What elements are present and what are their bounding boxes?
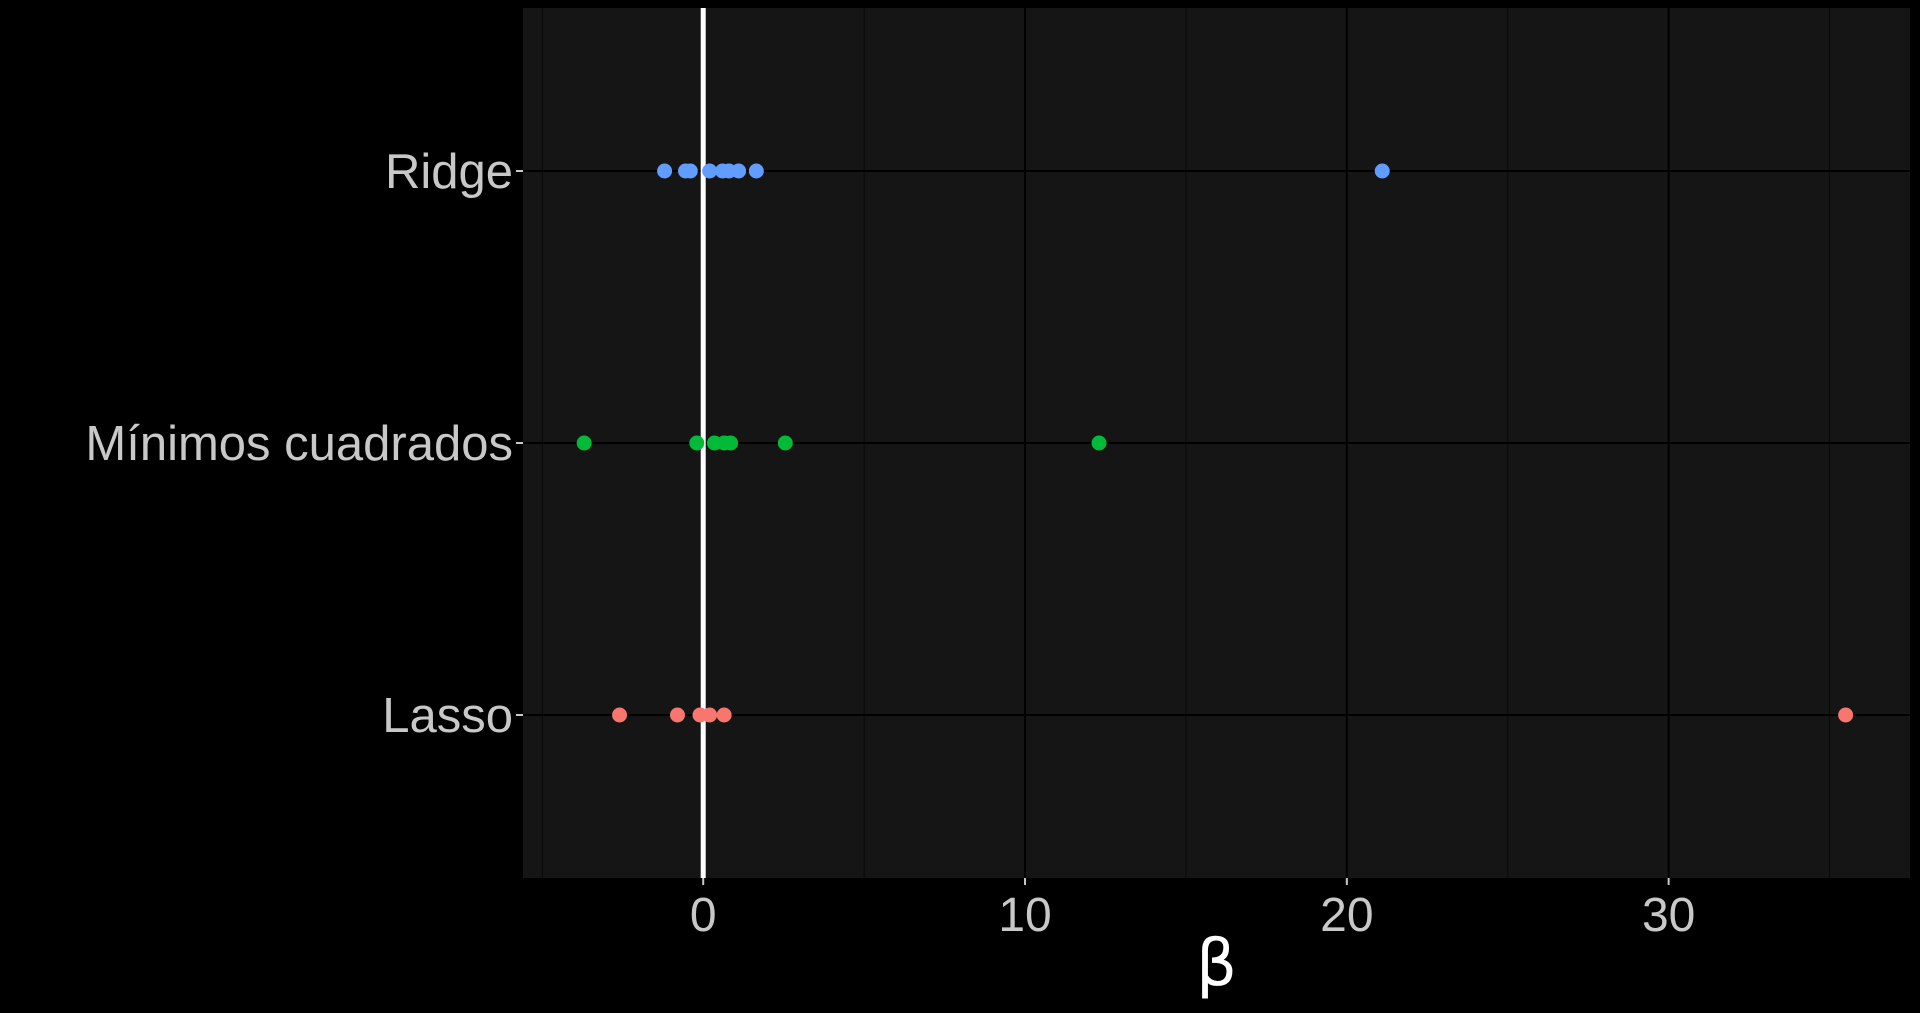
x-axis: 0 10 20 30 <box>690 878 1695 942</box>
data-point <box>1374 163 1390 179</box>
x-tick-label: 20 <box>1320 889 1373 942</box>
data-point <box>682 163 698 179</box>
data-point <box>1091 435 1107 451</box>
y-tick-label: Ridge <box>385 145 513 199</box>
data-point <box>576 435 592 451</box>
data-point <box>777 435 793 451</box>
y-tick-label: Lasso <box>382 689 513 743</box>
data-point <box>702 707 718 723</box>
data-point <box>657 163 673 179</box>
x-tick-label: 0 <box>690 889 717 942</box>
y-axis: Lasso Mínimos cuadrados Ridge <box>85 145 523 743</box>
data-point <box>748 163 764 179</box>
data-point <box>689 435 705 451</box>
data-point <box>612 707 628 723</box>
y-tick-label: Mínimos cuadrados <box>85 417 513 471</box>
data-point <box>716 707 732 723</box>
data-point <box>1838 707 1854 723</box>
data-point <box>723 435 739 451</box>
data-point <box>702 163 718 179</box>
data-point <box>669 707 685 723</box>
x-tick-label: 30 <box>1642 889 1695 942</box>
data-point <box>731 163 747 179</box>
x-axis-title: β <box>1196 927 1237 1001</box>
x-tick-label: 10 <box>998 889 1051 942</box>
data-points <box>576 163 1854 723</box>
